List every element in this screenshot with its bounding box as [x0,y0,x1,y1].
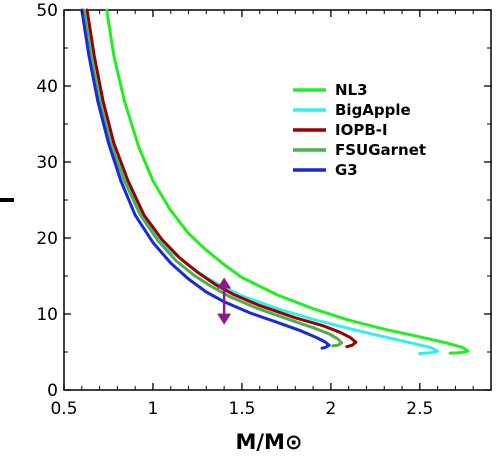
x-axis-label: M/M⊙ [235,430,302,454]
series-line-iopb-i [85,8,358,349]
series-line-g3 [80,8,331,350]
legend-label: BigApple [335,101,411,119]
y-tick-label: 10 [36,305,58,325]
legend: NL3 BigApple IOPB-I FSUGarnet G3 [293,81,426,179]
arrow-head-up [217,277,232,289]
series-line-fsugarnet [82,8,344,348]
legend-label: G3 [335,161,358,179]
y-tick-label: 40 [36,77,58,97]
annotation-layer [217,277,232,325]
ticks-layer: 0.5 1 1.5 2 2.5 0 10 20 30 40 50 [36,1,491,419]
y-tick-label: 0 [47,381,58,401]
legend-label: IOPB-I [335,121,388,139]
x-tick-label: 1.5 [228,399,255,419]
series-line-nl3 [105,8,470,355]
y-tick-label: 30 [36,153,58,173]
y-tick-label: 20 [36,229,58,249]
series-line-bigapple [83,8,440,355]
y-tick-label: 50 [36,1,58,21]
series-layer [80,8,470,355]
x-tick-label: 1 [148,399,159,419]
y-axis-label: Ī [0,196,19,204]
arrow-head-down [217,313,232,325]
x-tick-label: 0.5 [50,399,77,419]
x-tick-label: 2 [325,399,336,419]
legend-label: FSUGarnet [335,141,426,159]
x-tick-label: 2.5 [406,399,433,419]
legend-label: NL3 [335,81,368,99]
